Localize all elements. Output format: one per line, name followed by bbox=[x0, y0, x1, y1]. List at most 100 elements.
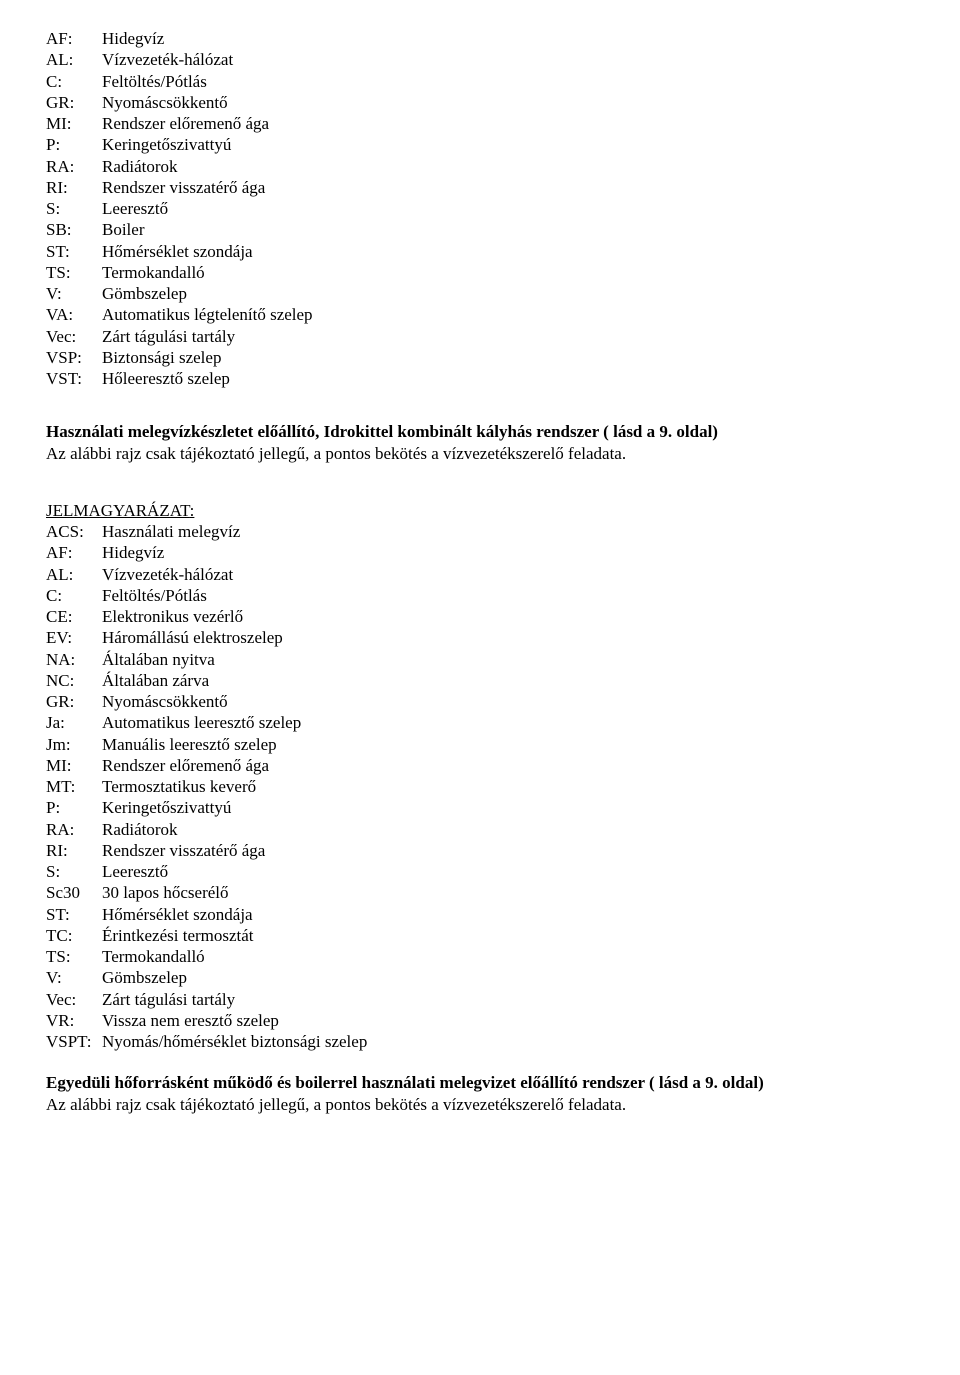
def-top-row: ST:Hőmérséklet szondája bbox=[46, 241, 914, 262]
legend-code: Vec: bbox=[46, 989, 102, 1010]
def-top-row: VSP:Biztonsági szelep bbox=[46, 347, 914, 368]
legend-code: GR: bbox=[46, 691, 102, 712]
def-top-code: ST: bbox=[46, 241, 102, 262]
def-top-code: AL: bbox=[46, 49, 102, 70]
def-top-text: Rendszer előremenő ága bbox=[102, 113, 914, 134]
def-top-text: Automatikus légtelenítő szelep bbox=[102, 304, 914, 325]
legend-text: Termokandalló bbox=[102, 946, 914, 967]
legend-code: CE: bbox=[46, 606, 102, 627]
def-top-code: VST: bbox=[46, 368, 102, 389]
legend-text: Leeresztő bbox=[102, 861, 914, 882]
legend-text: Általában nyitva bbox=[102, 649, 914, 670]
def-top-text: Nyomáscsökkentő bbox=[102, 92, 914, 113]
def-top-text: Zárt tágulási tartály bbox=[102, 326, 914, 347]
def-top-row: SB:Boiler bbox=[46, 219, 914, 240]
legend-code: AF: bbox=[46, 542, 102, 563]
legend-row: P:Keringetőszivattyú bbox=[46, 797, 914, 818]
legend-text: Hőmérséklet szondája bbox=[102, 904, 914, 925]
def-top-text: Gömbszelep bbox=[102, 283, 914, 304]
legend-list: ACS:Használati melegvízAF:HidegvízAL:Víz… bbox=[46, 521, 914, 1052]
def-top-code: RI: bbox=[46, 177, 102, 198]
legend-text: Vissza nem eresztő szelep bbox=[102, 1010, 914, 1031]
def-top-text: Hőmérséklet szondája bbox=[102, 241, 914, 262]
def-top-row: Vec:Zárt tágulási tartály bbox=[46, 326, 914, 347]
legend-code: ACS: bbox=[46, 521, 102, 542]
legend-row: CE:Elektronikus vezérlő bbox=[46, 606, 914, 627]
legend-row: AF:Hidegvíz bbox=[46, 542, 914, 563]
def-top-text: Hőleeresztő szelep bbox=[102, 368, 914, 389]
def-top-text: Keringetőszivattyú bbox=[102, 134, 914, 155]
def-top-code: V: bbox=[46, 283, 102, 304]
def-top-row: C:Feltöltés/Pótlás bbox=[46, 71, 914, 92]
legend-text: Manuális leeresztő szelep bbox=[102, 734, 914, 755]
def-top-code: MI: bbox=[46, 113, 102, 134]
def-top-code: P: bbox=[46, 134, 102, 155]
def-top-text: Leeresztő bbox=[102, 198, 914, 219]
def-top-row: V:Gömbszelep bbox=[46, 283, 914, 304]
legend-text: Gömbszelep bbox=[102, 967, 914, 988]
def-top-row: AL:Vízvezeték-hálózat bbox=[46, 49, 914, 70]
legend-text: Érintkezési termosztát bbox=[102, 925, 914, 946]
legend-row: RI:Rendszer visszatérő ága bbox=[46, 840, 914, 861]
legend-code: Sc30 bbox=[46, 882, 102, 903]
legend-heading: JELMAGYARÁZAT: bbox=[46, 500, 914, 521]
legend-code: VR: bbox=[46, 1010, 102, 1031]
legend-code: NC: bbox=[46, 670, 102, 691]
def-top-code: RA: bbox=[46, 156, 102, 177]
legend-code: MT: bbox=[46, 776, 102, 797]
legend-text: Radiátorok bbox=[102, 819, 914, 840]
section-1-heading: Használati melegvízkészletet előállító, … bbox=[46, 421, 914, 442]
legend-code: Ja: bbox=[46, 712, 102, 733]
legend-row: VR:Vissza nem eresztő szelep bbox=[46, 1010, 914, 1031]
legend-row: Vec:Zárt tágulási tartály bbox=[46, 989, 914, 1010]
legend-text: 30 lapos hőcserélő bbox=[102, 882, 914, 903]
section-1-note: Az alábbi rajz csak tájékoztató jellegű,… bbox=[46, 443, 914, 464]
legend-row: C:Feltöltés/Pótlás bbox=[46, 585, 914, 606]
legend-text: Rendszer visszatérő ága bbox=[102, 840, 914, 861]
legend-text: Keringetőszivattyú bbox=[102, 797, 914, 818]
legend-row: VSPT:Nyomás/hőmérséklet biztonsági szele… bbox=[46, 1031, 914, 1052]
def-top-text: Hidegvíz bbox=[102, 28, 914, 49]
def-top-row: AF:Hidegvíz bbox=[46, 28, 914, 49]
def-top-row: RI:Rendszer visszatérő ága bbox=[46, 177, 914, 198]
legend-text: Termosztatikus keverő bbox=[102, 776, 914, 797]
legend-row: S:Leeresztő bbox=[46, 861, 914, 882]
legend-text: Általában zárva bbox=[102, 670, 914, 691]
legend-text: Automatikus leeresztő szelep bbox=[102, 712, 914, 733]
def-top-code: AF: bbox=[46, 28, 102, 49]
legend-text: Elektronikus vezérlő bbox=[102, 606, 914, 627]
legend-row: TC:Érintkezési termosztát bbox=[46, 925, 914, 946]
legend-code: S: bbox=[46, 861, 102, 882]
legend-code: NA: bbox=[46, 649, 102, 670]
def-top-text: Feltöltés/Pótlás bbox=[102, 71, 914, 92]
legend-row: NC:Általában zárva bbox=[46, 670, 914, 691]
legend-code: C: bbox=[46, 585, 102, 606]
def-top-text: Boiler bbox=[102, 219, 914, 240]
legend-code: P: bbox=[46, 797, 102, 818]
legend-text: Nyomáscsökkentő bbox=[102, 691, 914, 712]
def-top-row: RA:Radiátorok bbox=[46, 156, 914, 177]
legend-row: NA:Általában nyitva bbox=[46, 649, 914, 670]
legend-code: V: bbox=[46, 967, 102, 988]
legend-text: Hidegvíz bbox=[102, 542, 914, 563]
section-2-title: Egyedüli hőforrásként működő és boilerre… bbox=[46, 1073, 764, 1092]
legend-row: Ja:Automatikus leeresztő szelep bbox=[46, 712, 914, 733]
legend-code: Jm: bbox=[46, 734, 102, 755]
legend-text: Nyomás/hőmérséklet biztonsági szelep bbox=[102, 1031, 914, 1052]
legend-code: MI: bbox=[46, 755, 102, 776]
legend-text: Háromállású elektroszelep bbox=[102, 627, 914, 648]
def-top-row: VST:Hőleeresztő szelep bbox=[46, 368, 914, 389]
def-top-code: C: bbox=[46, 71, 102, 92]
def-top-row: VA:Automatikus légtelenítő szelep bbox=[46, 304, 914, 325]
def-top-code: VA: bbox=[46, 304, 102, 325]
section-1-title: Használati melegvízkészletet előállító, … bbox=[46, 422, 718, 441]
def-top-code: VSP: bbox=[46, 347, 102, 368]
legend-text: Vízvezeték-hálózat bbox=[102, 564, 914, 585]
def-top-code: GR: bbox=[46, 92, 102, 113]
def-top-row: P:Keringetőszivattyú bbox=[46, 134, 914, 155]
legend-text: Feltöltés/Pótlás bbox=[102, 585, 914, 606]
def-top-code: Vec: bbox=[46, 326, 102, 347]
def-top-text: Rendszer visszatérő ága bbox=[102, 177, 914, 198]
legend-row: Sc3030 lapos hőcserélő bbox=[46, 882, 914, 903]
def-top-text: Radiátorok bbox=[102, 156, 914, 177]
